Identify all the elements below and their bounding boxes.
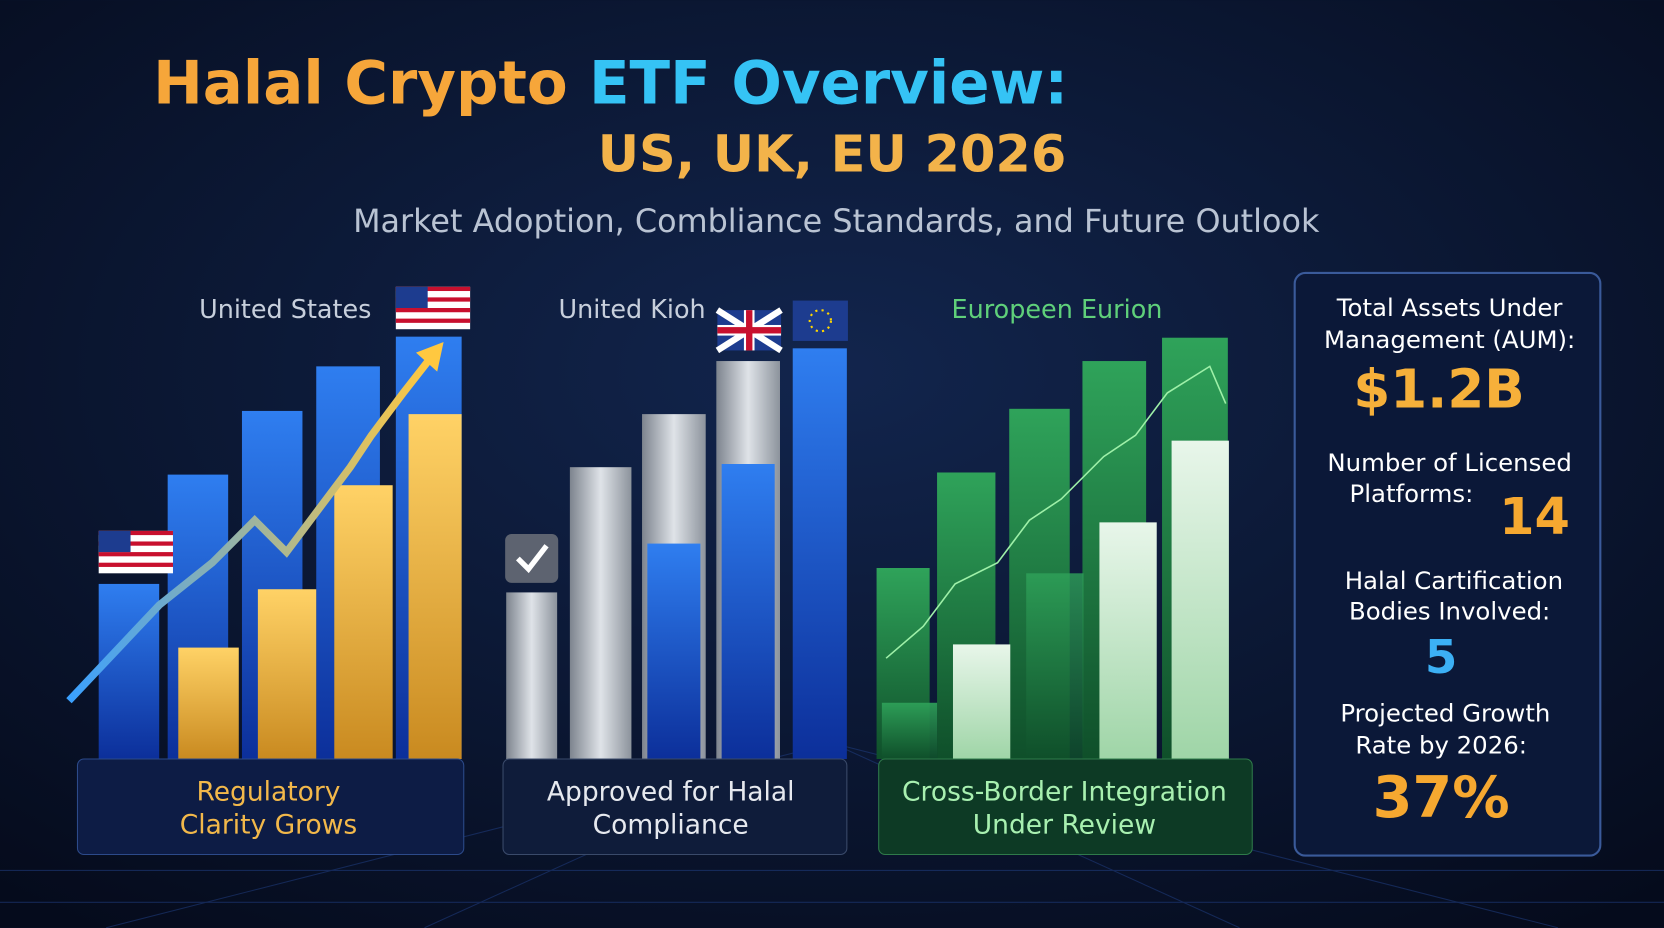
stat-label: Number of Licensed: [1327, 448, 1571, 477]
region-label: United Kioh: [559, 295, 706, 325]
eu-bars: [876, 337, 1229, 760]
caption: Clarity Grows: [180, 809, 358, 840]
stat-label: Bodies Involved:: [1349, 597, 1550, 626]
caption: Compliance: [593, 809, 749, 840]
stats-panel: [1293, 271, 1602, 857]
stat-value: 37%: [1373, 764, 1510, 831]
region-label: Europeen Eurion: [952, 295, 1163, 325]
caption: Regulatory: [196, 776, 340, 807]
uk-bars: [505, 300, 848, 760]
stat-label: Halal Cartification: [1345, 566, 1563, 595]
caption: Approved for Halal: [547, 776, 795, 807]
title-line2: US, UK, EU 2026: [598, 125, 1067, 184]
title: Halal Crypto: [153, 49, 568, 118]
caption-box: [76, 758, 465, 856]
stat-value: 5: [1425, 631, 1458, 685]
us-bars: [66, 286, 471, 760]
caption: Cross-Border Integration: [902, 776, 1227, 807]
caption-box: [502, 758, 848, 856]
stat-label: Total Assets Under: [1336, 293, 1564, 322]
stat-value: $1.2B: [1353, 359, 1524, 421]
stat-value: 14: [1499, 488, 1570, 547]
region-label: United States: [199, 295, 371, 325]
title: ETF Overview:: [589, 49, 1068, 118]
stat-label: Platforms:: [1350, 479, 1474, 508]
caption-box: [878, 758, 1253, 856]
stat-label: Management (AUM):: [1324, 325, 1575, 354]
subtitle: Market Adoption, Combliance Standards, a…: [353, 202, 1320, 240]
caption: Under Review: [973, 809, 1156, 840]
stat-label: Rate by 2026:: [1355, 730, 1527, 759]
stat-label: Projected Growth: [1340, 698, 1550, 727]
